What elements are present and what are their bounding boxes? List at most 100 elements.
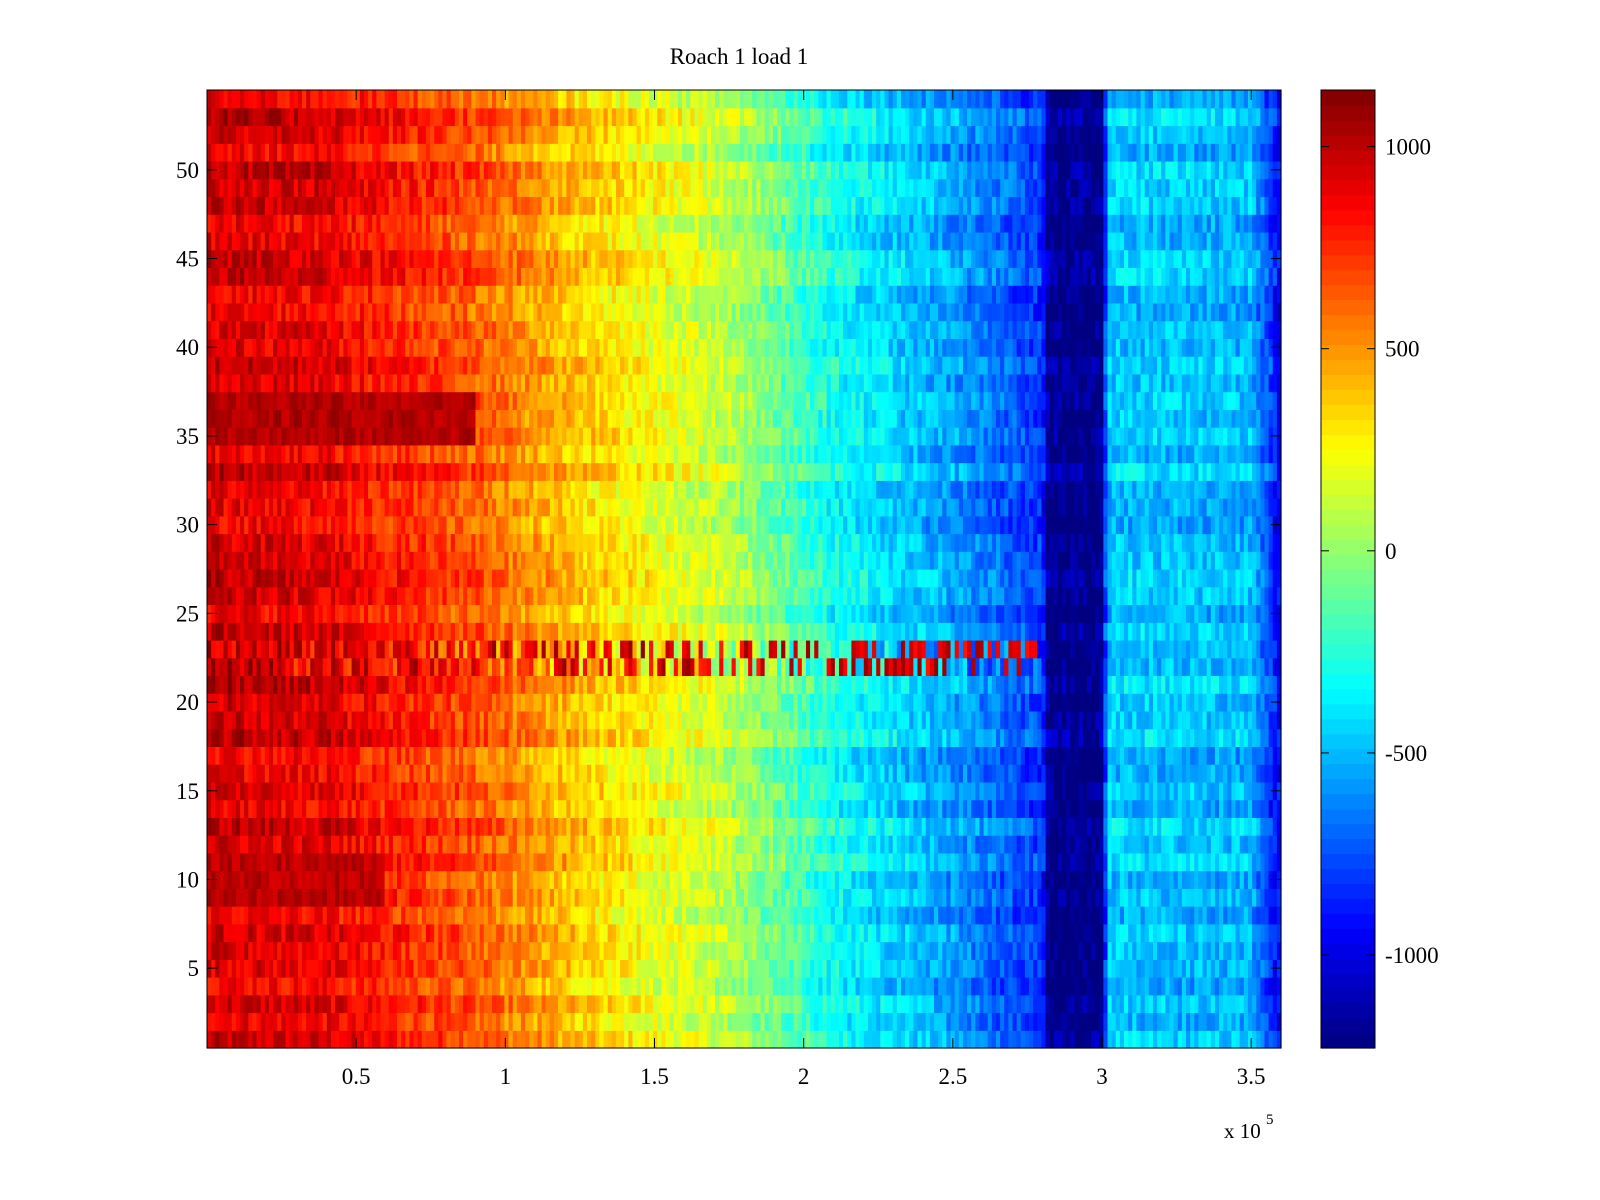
heatmap-cell (731, 959, 737, 978)
heatmap-cell (529, 959, 534, 978)
heatmap-cell (368, 728, 373, 748)
heatmap-cell (1049, 1012, 1055, 1031)
heatmap-cell (397, 781, 402, 801)
heatmap-cell (483, 870, 489, 889)
heatmap-cell (1140, 959, 1146, 978)
heatmap-cell (574, 1012, 580, 1031)
heatmap-cell (553, 870, 559, 889)
heatmap-cell (1276, 817, 1282, 836)
heatmap-cell (1082, 728, 1088, 748)
heatmap-cell (810, 870, 815, 889)
heatmap-cell (1148, 1030, 1154, 1049)
heatmap-cell (855, 799, 861, 818)
heatmap-cell (558, 764, 563, 783)
heatmap-cell (231, 746, 237, 765)
heatmap-cell (1256, 746, 1261, 765)
heatmap-cell (562, 746, 567, 765)
heatmap-cell (648, 1030, 654, 1049)
heatmap-cell (1136, 799, 1142, 818)
heatmap-cell (611, 870, 617, 889)
heatmap-cell (648, 1012, 654, 1031)
heatmap-cell (268, 906, 274, 925)
heatmap-cell (760, 746, 766, 765)
heatmap-cell (946, 710, 952, 730)
heatmap-cell (781, 728, 786, 748)
heatmap-cell (884, 764, 890, 783)
heatmap-cell (1256, 799, 1261, 818)
heatmap-cell (1074, 710, 1080, 730)
heatmap-cell (1111, 781, 1117, 801)
heatmap-cell (826, 710, 832, 730)
heatmap-cell (991, 888, 997, 907)
heatmap-cell (950, 941, 956, 960)
heatmap-cell (731, 835, 737, 854)
heatmap-cell (719, 870, 724, 889)
heatmap-cell (1169, 835, 1175, 854)
heatmap-cell (715, 1030, 720, 1049)
heatmap-cell (624, 1012, 629, 1031)
heatmap-cell (1029, 710, 1034, 730)
heatmap-cell (938, 888, 943, 907)
heatmap-cell (273, 977, 278, 996)
heatmap-cell (1231, 1030, 1237, 1049)
heatmap-cell (1219, 870, 1224, 889)
heatmap-cell (1264, 994, 1270, 1014)
heatmap-cell (223, 746, 229, 765)
heatmap-cell (520, 746, 526, 765)
heatmap-cell (314, 977, 320, 996)
heatmap-cell (343, 923, 349, 943)
heatmap-cell (917, 835, 923, 854)
heatmap-cell (248, 852, 254, 872)
heatmap-cell (620, 1012, 625, 1031)
heatmap-cell (818, 746, 824, 765)
heatmap-cell (1219, 799, 1224, 818)
heatmap-cell (1041, 923, 1047, 943)
heatmap-cell (1020, 1030, 1026, 1049)
heatmap-cell (921, 852, 927, 872)
heatmap-cell (1016, 710, 1022, 730)
heatmap-cell (330, 835, 336, 854)
heatmap-cell (661, 746, 667, 765)
heatmap-cell (256, 888, 262, 907)
heatmap-cell (797, 959, 803, 978)
heatmap-cell (1214, 799, 1220, 818)
heatmap-cell (372, 994, 377, 1014)
heatmap-cell (1128, 941, 1133, 960)
heatmap-cell (492, 1030, 497, 1049)
heatmap-cell (706, 906, 712, 925)
heatmap-cell (677, 906, 683, 925)
heatmap-cell (900, 977, 906, 996)
heatmap-cell (611, 1030, 617, 1049)
heatmap-cell (1256, 728, 1261, 748)
heatmap-cell (1004, 1012, 1009, 1031)
heatmap-cell (244, 746, 249, 765)
heatmap-cell (363, 870, 369, 889)
heatmap-cell (1066, 870, 1071, 889)
heatmap-cell (834, 1030, 840, 1049)
heatmap-cell (843, 977, 848, 996)
heatmap-cell (979, 977, 985, 996)
heatmap-cell (281, 923, 287, 943)
heatmap-cell (496, 994, 501, 1014)
heatmap-cell (533, 1030, 539, 1049)
heatmap-cell (1074, 1030, 1080, 1049)
heatmap-cell (1173, 817, 1179, 836)
heatmap-cell (694, 994, 700, 1014)
heatmap-cell (1045, 906, 1051, 925)
heatmap-cell (450, 764, 456, 783)
heatmap-cell (1169, 817, 1175, 836)
heatmap-cell (805, 959, 811, 978)
heatmap-cell (376, 693, 382, 712)
heatmap-cell (500, 959, 506, 978)
heatmap-cell (516, 710, 522, 730)
heatmap-cell (1107, 781, 1113, 801)
heatmap-cell (425, 888, 431, 907)
heatmap-cell (1008, 977, 1014, 996)
heatmap-cell (347, 781, 353, 801)
heatmap-cell (1008, 764, 1014, 783)
heatmap-cell (520, 906, 526, 925)
heatmap-cell (1128, 977, 1133, 996)
heatmap-cell (277, 888, 282, 907)
heatmap-cell (1016, 1030, 1022, 1049)
heatmap-cell (500, 994, 506, 1014)
